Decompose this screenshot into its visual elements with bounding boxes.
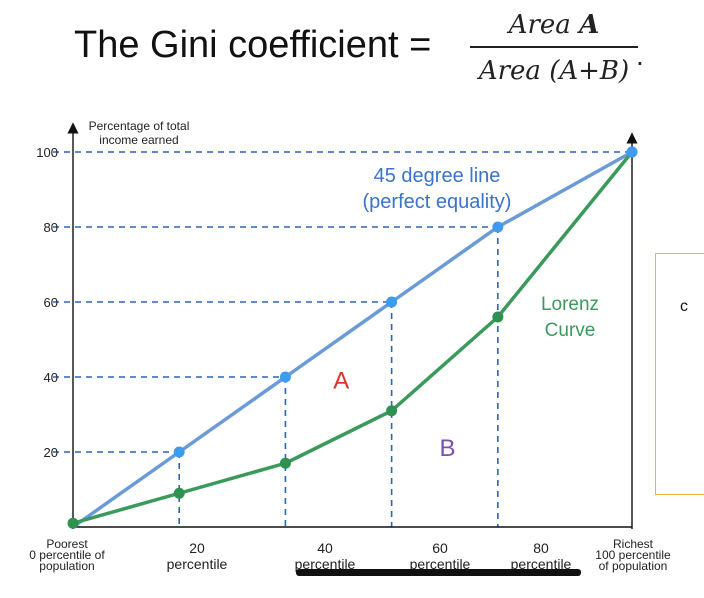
x-tick-label: 80 <box>533 540 549 556</box>
equality-point <box>173 446 185 458</box>
x-tick-label: percentile <box>410 556 471 572</box>
side-box: c <box>655 253 704 495</box>
redaction-bar <box>296 569 581 576</box>
equality-point <box>626 146 638 158</box>
lorenz-point <box>279 457 291 469</box>
equality-line <box>71 150 633 529</box>
equality-point <box>492 221 504 233</box>
x-tick-label: 40 <box>317 540 333 556</box>
numerator-bold: A <box>579 10 600 40</box>
y-tick-label: 100 <box>36 145 58 160</box>
equality-line-label: (perfect equality) <box>363 191 512 213</box>
numerator-prefix: Area <box>508 10 580 40</box>
formula-denominator: Area (A+B) <box>478 56 630 86</box>
equality-point <box>386 296 398 308</box>
lorenz-point <box>386 405 398 417</box>
x-tick-label: Richest <box>613 537 654 551</box>
formula-fraction: Area A Area (A+B) <box>470 8 638 88</box>
gini-formula: The Gini coefficient = Area A Area (A+B)… <box>0 0 704 100</box>
formula-period: . <box>636 40 644 71</box>
equality-line-label: 45 degree line <box>374 165 501 187</box>
lorenz-curve-label: Lorenz <box>541 294 599 315</box>
x-tick-label: 0 percentile of <box>29 548 105 562</box>
region-a-label: A <box>333 367 349 394</box>
axes <box>67 122 638 529</box>
formula-numerator: Area A <box>470 8 638 42</box>
formula-lhs: The Gini coefficient = <box>74 24 432 66</box>
side-box-text: c <box>680 298 688 315</box>
x-tick-label: population <box>39 559 94 573</box>
lorenz-point <box>492 311 504 323</box>
chart-series <box>67 146 638 529</box>
y-tick-label: 60 <box>44 295 58 310</box>
y-tick-label: 40 <box>44 370 58 385</box>
x-tick-label: percentile <box>167 556 228 572</box>
x-tick-label: 20 <box>189 540 205 556</box>
x-tick-label: 100 percentile <box>595 548 671 562</box>
y-axis-label: income earned <box>99 133 178 147</box>
region-b-label: B <box>440 435 456 462</box>
lorenz-curve <box>72 150 634 525</box>
x-tick-label: percentile <box>295 556 356 572</box>
x-tick-label: of population <box>599 559 668 573</box>
x-tick-label: Poorest <box>46 537 88 551</box>
x-tick-label: percentile <box>511 556 572 572</box>
x-tick-label: 60 <box>432 540 448 556</box>
lorenz-curve-label: Curve <box>545 320 596 341</box>
fraction-bar <box>470 46 638 48</box>
y-tick-label: 20 <box>44 445 58 460</box>
lorenz-point <box>173 487 185 499</box>
y-tick-label: 80 <box>44 220 58 235</box>
lorenz-point <box>67 517 79 529</box>
equality-point <box>279 371 291 383</box>
y-axis-label: Percentage of total <box>89 119 190 133</box>
